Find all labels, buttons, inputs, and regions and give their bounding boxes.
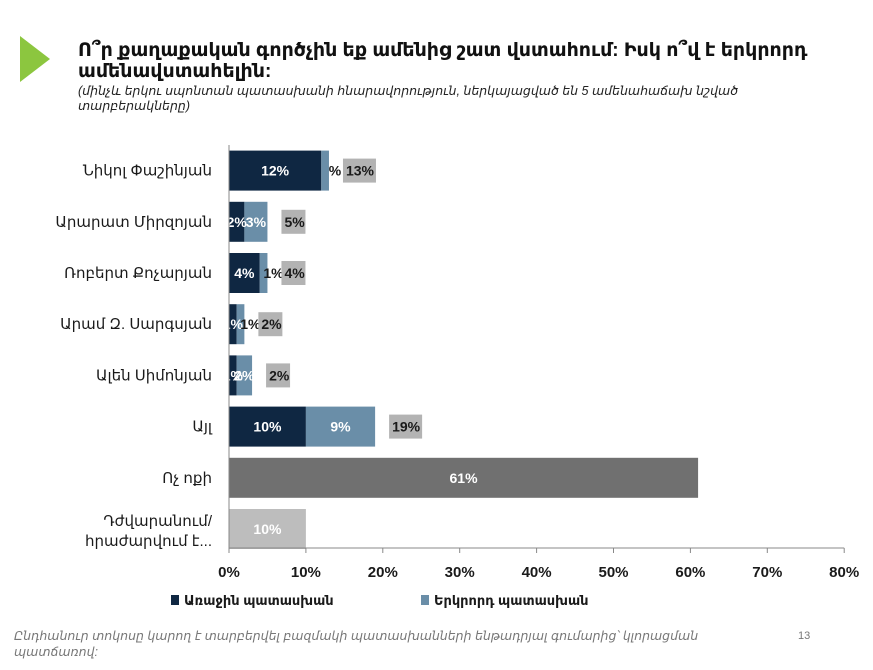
page-title: Ո՞ր քաղաքական գործչին եք ամենից շատ վստա… — [78, 40, 808, 82]
total-label: 19% — [392, 419, 421, 435]
total-label-bg — [258, 312, 283, 337]
data-label-second: 1% — [240, 316, 261, 332]
legend-swatch-second — [421, 595, 429, 605]
green-arrow-icon — [20, 36, 50, 82]
x-tick-label: 40% — [522, 564, 552, 581]
data-label-first: 1% — [223, 316, 244, 332]
x-tick-label: 0% — [218, 564, 240, 581]
total-label: 13% — [346, 163, 375, 179]
x-tick-label: 10% — [291, 564, 321, 581]
bar-first-answer — [229, 304, 237, 345]
page-subtitle: (մինչև երկու սպոնտան պատասխանի հնարավորո… — [78, 84, 738, 113]
bar-second-answer — [244, 201, 268, 242]
bar-single — [229, 457, 699, 498]
category-label: Դժվարանում/ — [103, 513, 212, 530]
data-label-first: 10% — [253, 419, 282, 435]
bar-second-answer — [236, 355, 253, 396]
x-tick-label: 80% — [829, 564, 859, 581]
data-label-second: 2% — [234, 367, 255, 383]
category-label: Ռոբերտ Քոչարյան — [64, 265, 212, 282]
data-label-second: 3% — [246, 214, 267, 230]
bar-first-answer — [229, 150, 322, 191]
bar-second-answer — [236, 304, 245, 345]
total-label-bg — [281, 209, 306, 234]
x-tick-label: 20% — [368, 564, 398, 581]
data-label-first: 4% — [234, 265, 255, 281]
legend-swatch-first — [171, 595, 179, 605]
page-number: 13 — [798, 630, 811, 642]
x-tick-label: 70% — [752, 564, 782, 581]
bar-single — [229, 509, 306, 549]
category-label: Այլ — [192, 419, 213, 436]
total-label-bg — [266, 363, 291, 388]
bar-first-answer — [229, 201, 245, 242]
data-label-first: 2% — [227, 214, 248, 230]
total-label: 4% — [284, 265, 305, 281]
data-label-first: 1% — [223, 367, 244, 383]
data-label-second: % — [329, 163, 342, 179]
bar-first-answer — [229, 406, 306, 447]
data-label-first: 12% — [261, 163, 290, 179]
bar-first-answer — [229, 355, 237, 396]
data-label-second: 1% — [263, 265, 284, 281]
data-label-second: 9% — [330, 419, 351, 435]
total-label: 2% — [261, 316, 282, 332]
bar-second-answer — [321, 150, 329, 191]
data-label-single: 10% — [253, 521, 282, 537]
bar-second-answer — [305, 406, 376, 447]
total-label-bg — [281, 261, 306, 285]
footnote: Ընդհանուր տոկոսը կարող է տարբերվել բազմա… — [14, 629, 699, 659]
x-tick-label: 30% — [445, 564, 475, 581]
bar-first-answer — [229, 253, 260, 293]
total-label: 2% — [269, 367, 290, 383]
category-label: Արարատ Միրզոյան — [55, 214, 212, 231]
total-label: 5% — [284, 214, 305, 230]
category-label: Արամ Զ. Սարգսյան — [60, 316, 212, 333]
category-label: Ալեն Սիմոնյան — [96, 367, 212, 384]
total-label-bg — [389, 414, 423, 439]
legend-label-second: Երկրորդ պատասխան — [434, 593, 589, 608]
x-tick-label: 50% — [598, 564, 628, 581]
category-label: Նիկոլ Փաշինյան — [83, 163, 212, 180]
total-label-bg — [342, 158, 376, 183]
category-label: Ոչ ոքի — [162, 470, 212, 487]
category-label: հրաժարվում է... — [85, 533, 212, 550]
x-tick-label: 60% — [675, 564, 705, 581]
data-label-single: 61% — [450, 470, 479, 486]
bar-second-answer — [259, 253, 268, 293]
legend-label-first: Առաջին պատասխան — [184, 593, 334, 608]
